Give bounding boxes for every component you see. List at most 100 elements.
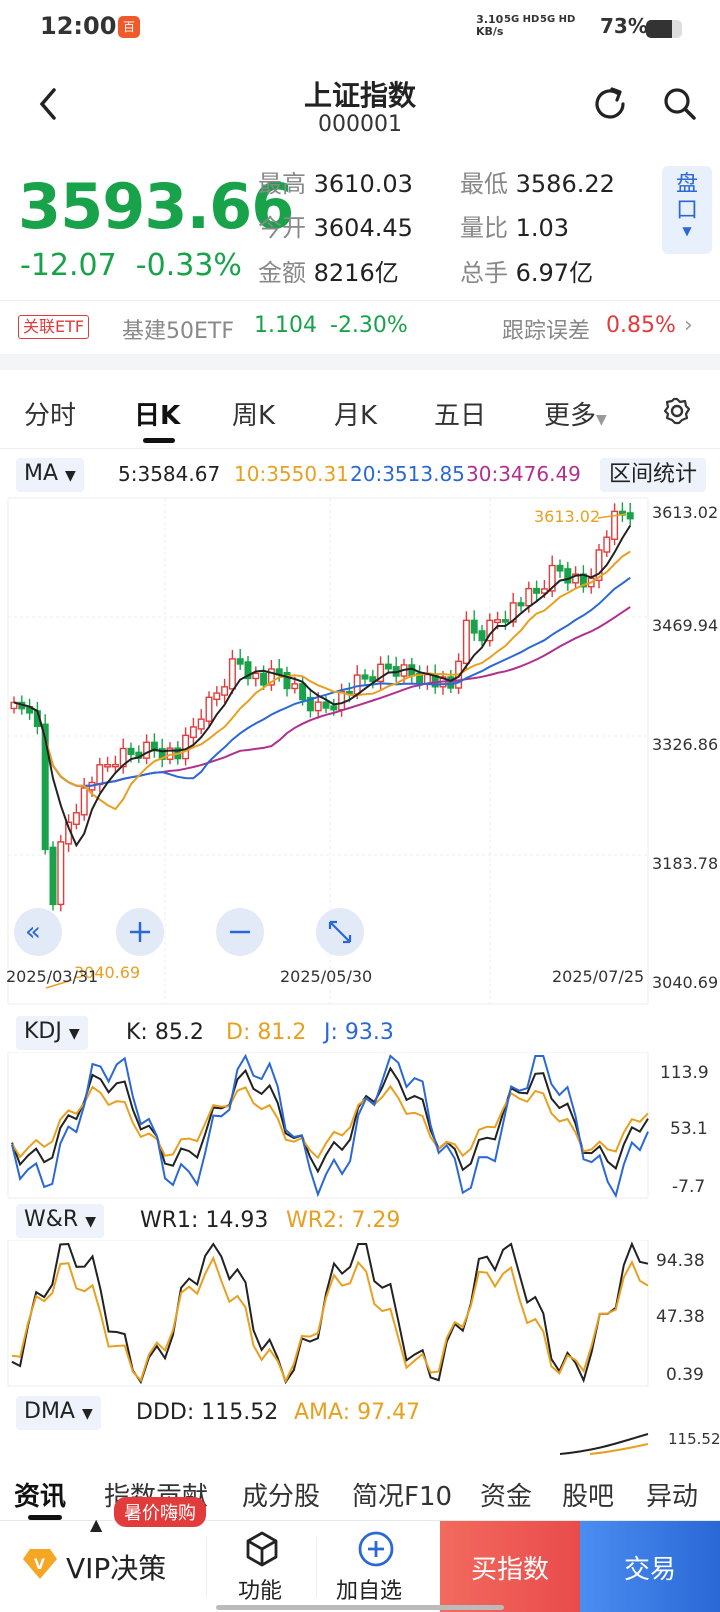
y-tick-4: 3183.78 — [652, 854, 718, 873]
candle — [548, 564, 556, 592]
tab-daily-k[interactable]: 日K — [134, 401, 181, 431]
network-speed: 3.10 KB/s — [476, 14, 503, 38]
trade-button[interactable]: 交易 — [580, 1521, 720, 1612]
candle — [228, 658, 236, 690]
high-label: 最高 — [258, 170, 306, 198]
scroll-left-button[interactable]: « — [14, 908, 62, 956]
pankou-button[interactable]: 盘口 ▼ — [662, 166, 712, 254]
related-etf-row[interactable]: 关联ETF 基建50ETF 1.104 -2.30% 跟踪误差 0.85% › — [0, 300, 720, 354]
low-marker: 3040.69 — [74, 963, 140, 982]
back-button[interactable] — [34, 84, 64, 131]
candle — [111, 763, 119, 768]
wr2-value: WR2: 7.29 — [286, 1208, 401, 1233]
add-watchlist-button[interactable]: 加自选 — [322, 1521, 432, 1612]
tab-constituents[interactable]: 成分股 — [242, 1482, 321, 1512]
kdj-d-line — [11, 1084, 649, 1160]
wr2-line — [11, 1255, 649, 1384]
candle — [260, 672, 268, 686]
wr-tick-2: 47.38 — [656, 1307, 705, 1327]
candle — [252, 672, 260, 680]
status-time: 12:00 — [40, 12, 117, 40]
plus-icon — [130, 922, 150, 942]
kdj-selector[interactable]: KDJ ▼ — [16, 1016, 88, 1050]
low-label: 最低 — [460, 170, 508, 198]
function-button[interactable]: 功能 — [212, 1521, 312, 1612]
zoom-in-button[interactable] — [116, 908, 164, 956]
dma-selector[interactable]: DMA ▼ — [16, 1396, 101, 1430]
candle — [369, 676, 377, 683]
active-tab-indicator — [143, 438, 175, 443]
buy-index-button[interactable]: 买指数 — [440, 1521, 580, 1612]
ratio-value: 1.03 — [515, 214, 570, 242]
kline-chart[interactable]: 3613.02 3469.94 3326.86 3183.78 3040.69 … — [0, 496, 720, 1016]
change-percent: -0.33% — [135, 248, 242, 283]
status-bar: 12:00 百 3.10 KB/s 5G HD 5G HD 73% — [0, 0, 720, 56]
tab-forum[interactable]: 股吧 — [562, 1482, 615, 1512]
fullscreen-button[interactable] — [316, 908, 364, 956]
chevron-right-icon: › — [684, 313, 693, 338]
track-error-label: 跟踪误差 — [502, 319, 591, 344]
high-marker: 3613.02 — [534, 507, 600, 526]
vip-decision-button[interactable]: 暑价嗨购 ▲ V VIP决策 — [0, 1497, 206, 1612]
tab-news[interactable]: 资讯 — [14, 1482, 67, 1512]
kdj-j: J: 93.3 — [324, 1020, 394, 1045]
candle — [353, 674, 361, 695]
svg-text:V: V — [34, 1557, 45, 1573]
candle — [330, 705, 338, 711]
zoom-out-button[interactable] — [216, 908, 264, 956]
wr-tick-3: 0.39 — [666, 1365, 704, 1385]
candle — [197, 718, 205, 730]
range-stats-button[interactable]: 区间统计 — [600, 458, 706, 492]
date-mid: 2025/05/30 — [280, 967, 372, 986]
y-tick-3: 3326.86 — [652, 735, 718, 754]
candle — [447, 676, 455, 689]
tab-monthly-k[interactable]: 月K — [334, 401, 378, 431]
search-button[interactable] — [660, 84, 700, 124]
candle — [603, 536, 611, 553]
refresh-button[interactable] — [590, 84, 630, 124]
tab-more[interactable]: 更多▼ — [544, 395, 607, 432]
candle — [143, 741, 151, 759]
signal-2: 5G HD — [540, 14, 576, 25]
dma-chart[interactable]: 115.52 — [0, 1420, 720, 1456]
candle — [244, 661, 252, 680]
divider — [316, 1537, 317, 1597]
y-tick-5: 3040.69 — [652, 973, 718, 992]
candle — [306, 696, 314, 712]
etf-name: 基建50ETF — [122, 319, 234, 344]
change-value: -12.07 — [20, 248, 117, 283]
dma-tick: 115.52 — [668, 1430, 720, 1448]
candle — [291, 683, 299, 690]
tab-weekly-k[interactable]: 周K — [232, 401, 276, 431]
caret-up-icon: ▲ — [90, 1515, 103, 1534]
tab-intraday[interactable]: 分时 — [24, 401, 77, 431]
candle — [189, 726, 197, 739]
tab-f10[interactable]: 简况F10 — [352, 1482, 453, 1512]
ma5-value: 5:3584.67 — [118, 462, 221, 486]
battery-icon — [646, 20, 682, 38]
gear-icon — [663, 397, 691, 425]
kdj-d: D: 81.2 — [226, 1020, 307, 1045]
ma-selector[interactable]: MA ▼ — [16, 458, 84, 492]
tab-funds[interactable]: 资金 — [480, 1482, 533, 1512]
wr-selector[interactable]: W&R ▼ — [16, 1204, 104, 1238]
candle — [564, 568, 572, 584]
tab-five-day[interactable]: 五日 — [434, 401, 487, 431]
stat-turnover: 总手 6.97亿 — [460, 253, 593, 288]
bottom-tab-indicator — [28, 1515, 62, 1520]
refresh-icon — [595, 87, 625, 119]
turnover-label: 总手 — [460, 259, 508, 287]
dma-selector-label: DMA — [24, 1399, 75, 1424]
tab-movement[interactable]: 异动 — [646, 1482, 699, 1512]
candle — [49, 846, 57, 906]
wr-chart[interactable]: 94.38 47.38 0.39 — [0, 1240, 720, 1390]
caret-down-icon: ▼ — [85, 1214, 96, 1230]
chart-settings-button[interactable] — [662, 396, 692, 430]
candle — [478, 630, 486, 642]
candle — [150, 741, 158, 752]
candle — [556, 564, 564, 572]
price-change: -12.07 -0.33% — [20, 248, 242, 283]
caret-down-icon: ▼ — [682, 224, 692, 238]
kdj-chart[interactable]: 113.9 53.1 -7.7 — [0, 1052, 720, 1202]
caret-down-icon: ▼ — [596, 412, 607, 428]
